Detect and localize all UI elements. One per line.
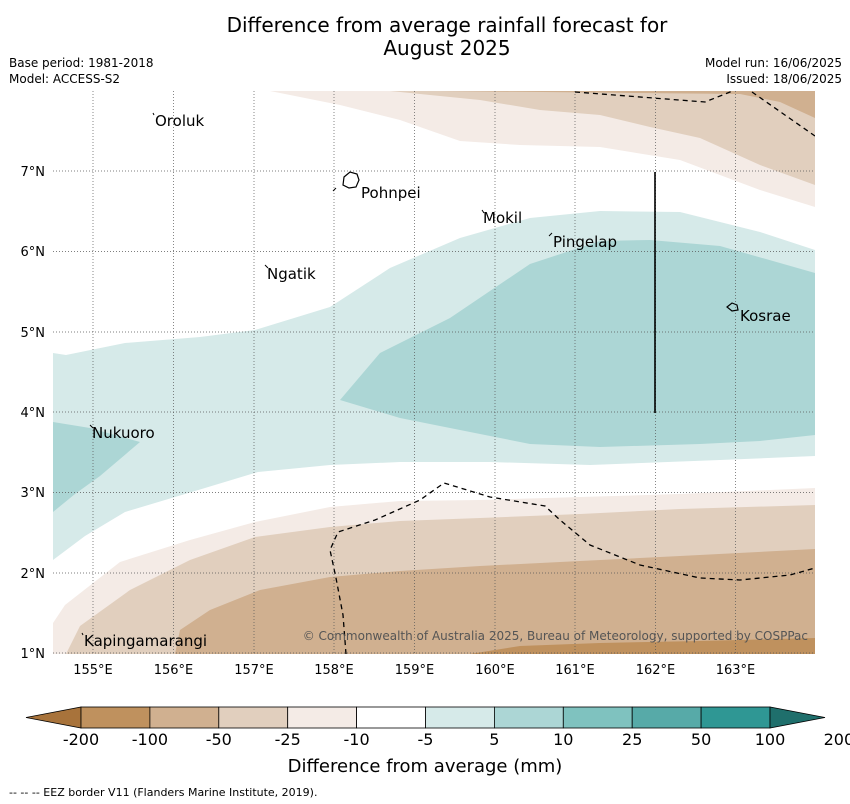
nukuoro-dot	[89, 424, 94, 429]
colorbar-swatch	[631, 706, 702, 729]
colorbar-tick-label: 200	[824, 730, 850, 749]
colorbar-tick-label: -100	[132, 730, 168, 749]
colorbar-tick-label: 25	[622, 730, 642, 749]
contour-pos10-east	[340, 240, 815, 447]
eez-borders	[329, 91, 815, 654]
lon-tick-label: 159°E	[395, 663, 435, 678]
lat-tick-label: 5°N	[21, 326, 46, 341]
colorbar-tick-label: -50	[206, 730, 232, 749]
colorbar-tick-label: 50	[691, 730, 711, 749]
kapingamarangi-dot	[81, 632, 84, 636]
lon-tick-label: 158°E	[314, 663, 354, 678]
map-title: Difference from average rainfall forecas…	[0, 14, 850, 60]
colorbar-swatch	[562, 706, 633, 729]
pohnpei-island	[342, 171, 360, 189]
colorbar-tick-label: 100	[755, 730, 786, 749]
model-run: Model run: 16/06/2025	[704, 56, 842, 70]
colorbar	[25, 706, 826, 729]
contour-north-neg25	[390, 91, 815, 185]
colorbar-swatch	[80, 706, 151, 729]
lon-tick-label: 155°E	[73, 663, 113, 678]
colorbar-swatch	[287, 706, 358, 729]
meta-right: Model run: 16/06/2025 Issued: 18/06/2025	[705, 55, 842, 87]
meta-left: Base period: 1981-2018 Model: ACCESS-S2	[9, 55, 154, 87]
colorbar-tick-label: -10	[344, 730, 370, 749]
lat-tick-label: 1°N	[21, 647, 46, 662]
colorbar-extend-high	[769, 706, 826, 729]
colorbar-swatch	[149, 706, 220, 729]
colorbar-tick-label: -25	[275, 730, 301, 749]
contour-pos10-west	[53, 422, 140, 512]
colorbar-tick-labels: -200 -100 -50 -25 -10 -5 5 10 25 50 100 200	[63, 730, 850, 749]
contour-north-neg50	[440, 91, 815, 118]
place-label-mokil: Mokil	[483, 209, 522, 227]
colorbar-label: Difference from average (mm)	[288, 756, 563, 777]
colorbar-swatch	[425, 706, 495, 729]
place-label-ngatik: Ngatik	[267, 265, 316, 283]
place-label-kapingamarangi: Kapingamarangi	[84, 632, 207, 650]
lon-axis-labels: 155°E 156°E 157°E 158°E 159°E 160°E 161°…	[73, 663, 755, 678]
lat-axis-labels: 7°N 6°N 5°N 4°N 3°N 2°N 1°N	[21, 165, 46, 662]
lon-tick-label: 156°E	[154, 663, 194, 678]
oroluk-dot	[152, 112, 155, 116]
map-area: Oroluk Pohnpei Mokil Pingelap Ngatik Kos…	[53, 91, 815, 654]
place-label-kosrae: Kosrae	[740, 307, 791, 325]
lon-tick-label: 157°E	[234, 663, 274, 678]
issued-date: Issued: 18/06/2025	[726, 72, 842, 86]
lat-tick-label: 4°N	[21, 406, 46, 421]
lon-tick-label: 163°E	[716, 663, 756, 678]
lon-tick-label: 161°E	[555, 663, 595, 678]
ngatik-dot	[264, 264, 269, 269]
copyright-notice: © Commonwealth of Australia 2025, Bureau…	[303, 629, 808, 643]
title-line-1: Difference from average rainfall forecas…	[226, 13, 668, 37]
kosrae-island	[726, 302, 739, 312]
lat-tick-label: 2°N	[21, 567, 46, 582]
colorbar-tick-label: -5	[418, 730, 434, 749]
mokil-dot	[481, 209, 485, 214]
model-name: Model: ACCESS-S2	[9, 72, 121, 86]
base-period: Base period: 1981-2018	[9, 56, 154, 70]
place-label-pohnpei: Pohnpei	[361, 184, 421, 202]
pingelap-dot	[548, 232, 553, 237]
colorbar-tick-label: 10	[553, 730, 573, 749]
lon-tick-label: 162°E	[636, 663, 676, 678]
place-label-pingelap: Pingelap	[553, 233, 617, 251]
place-label-nukuoro: Nukuoro	[92, 424, 155, 442]
colorbar-swatch	[493, 706, 564, 729]
colorbar-swatch	[356, 706, 426, 729]
colorbar-swatch	[218, 706, 289, 729]
lon-tick-label: 160°E	[475, 663, 515, 678]
colorbar-extend-low	[25, 706, 82, 729]
contour-south-neg100	[470, 638, 815, 654]
lat-tick-label: 6°N	[21, 245, 46, 260]
place-label-oroluk: Oroluk	[155, 112, 204, 130]
title-line-2: August 2025	[383, 36, 511, 60]
colorbar-tick-label: -200	[63, 730, 99, 749]
pohnpei-islet	[332, 187, 337, 192]
lat-tick-label: 3°N	[21, 486, 46, 501]
eez-footnote: -- -- -- EEZ border V11 (Flanders Marine…	[9, 786, 318, 799]
colorbar-swatch	[700, 706, 771, 729]
lat-tick-label: 7°N	[21, 165, 46, 180]
colorbar-tick-label: 5	[489, 730, 499, 749]
